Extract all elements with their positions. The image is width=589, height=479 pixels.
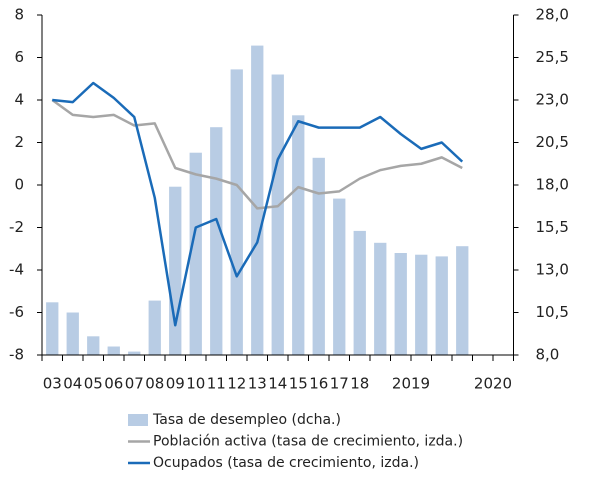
bar: [128, 351, 141, 355]
bar: [46, 302, 59, 355]
x-tick-label: 14: [268, 375, 287, 393]
x-tick-label: 13: [248, 375, 267, 393]
y-tick-label: 8: [14, 6, 24, 24]
y2-tick-label: 23,0: [536, 91, 569, 109]
x-tick-label: 16: [309, 375, 328, 393]
y2-tick-label: 15,5: [536, 218, 569, 236]
bar: [230, 69, 243, 356]
x-tick-label: 15: [289, 375, 308, 393]
bar: [456, 246, 469, 355]
legend-swatch: [128, 414, 148, 426]
y2-tick-label: 28,0: [536, 6, 569, 24]
bar: [374, 242, 387, 355]
bar: [394, 253, 407, 355]
legend-label: Población activa (tasa de crecimiento, i…: [153, 434, 463, 450]
x-tick-label: 12: [227, 375, 246, 393]
y-tick-label: -6: [9, 303, 24, 321]
y2-tick-label: 20,5: [536, 133, 569, 151]
x-tick-label: 11: [207, 375, 226, 393]
y2-tick-label: 25,5: [536, 48, 569, 66]
x-tick-label: 18: [350, 375, 369, 393]
bar: [210, 127, 223, 355]
line: [51, 98, 463, 210]
x-tick-label: 2019: [392, 375, 430, 393]
bar: [312, 157, 325, 355]
bar: [415, 254, 428, 355]
bar: [169, 186, 182, 355]
bar: [189, 152, 202, 355]
y2-tick-label: 8,0: [536, 346, 560, 364]
bar: [251, 45, 264, 355]
y-tick-label: 4: [14, 91, 24, 109]
legend-label: Tasa de desempleo (dcha.): [152, 412, 341, 428]
y2-tick-label: 18,0: [536, 176, 569, 194]
x-tick-label: 2020: [474, 375, 512, 393]
x-tick-label: 06: [104, 375, 123, 393]
bar: [87, 336, 100, 355]
bar: [353, 230, 366, 355]
x-tick-label: 08: [145, 375, 164, 393]
x-tick-label: 05: [84, 375, 103, 393]
y-tick-label: -4: [9, 261, 24, 279]
x-tick-label: 07: [125, 375, 144, 393]
bar: [292, 115, 305, 355]
x-tick-label: 17: [330, 375, 349, 393]
y-tick-label: 0: [14, 176, 24, 194]
y-tick-label: 2: [14, 133, 24, 151]
y-tick-label: -2: [9, 218, 24, 236]
y2-tick-label: 10,5: [536, 303, 569, 321]
x-tick-label: 10: [186, 375, 205, 393]
bar: [333, 198, 346, 355]
x-tick-label: 04: [63, 375, 82, 393]
legend-label: Ocupados (tasa de crecimiento, izda.): [153, 455, 419, 471]
bar: [435, 256, 448, 355]
bar: [107, 346, 120, 355]
bar: [66, 312, 79, 355]
bar: [148, 300, 161, 355]
x-tick-label: 09: [166, 375, 185, 393]
x-tick-label: 03: [43, 375, 62, 393]
line: [52, 81, 464, 327]
bar: [271, 74, 284, 355]
y-tick-label: -8: [9, 346, 24, 364]
y-tick-label: 6: [14, 48, 24, 66]
y2-tick-label: 13,0: [536, 261, 569, 279]
